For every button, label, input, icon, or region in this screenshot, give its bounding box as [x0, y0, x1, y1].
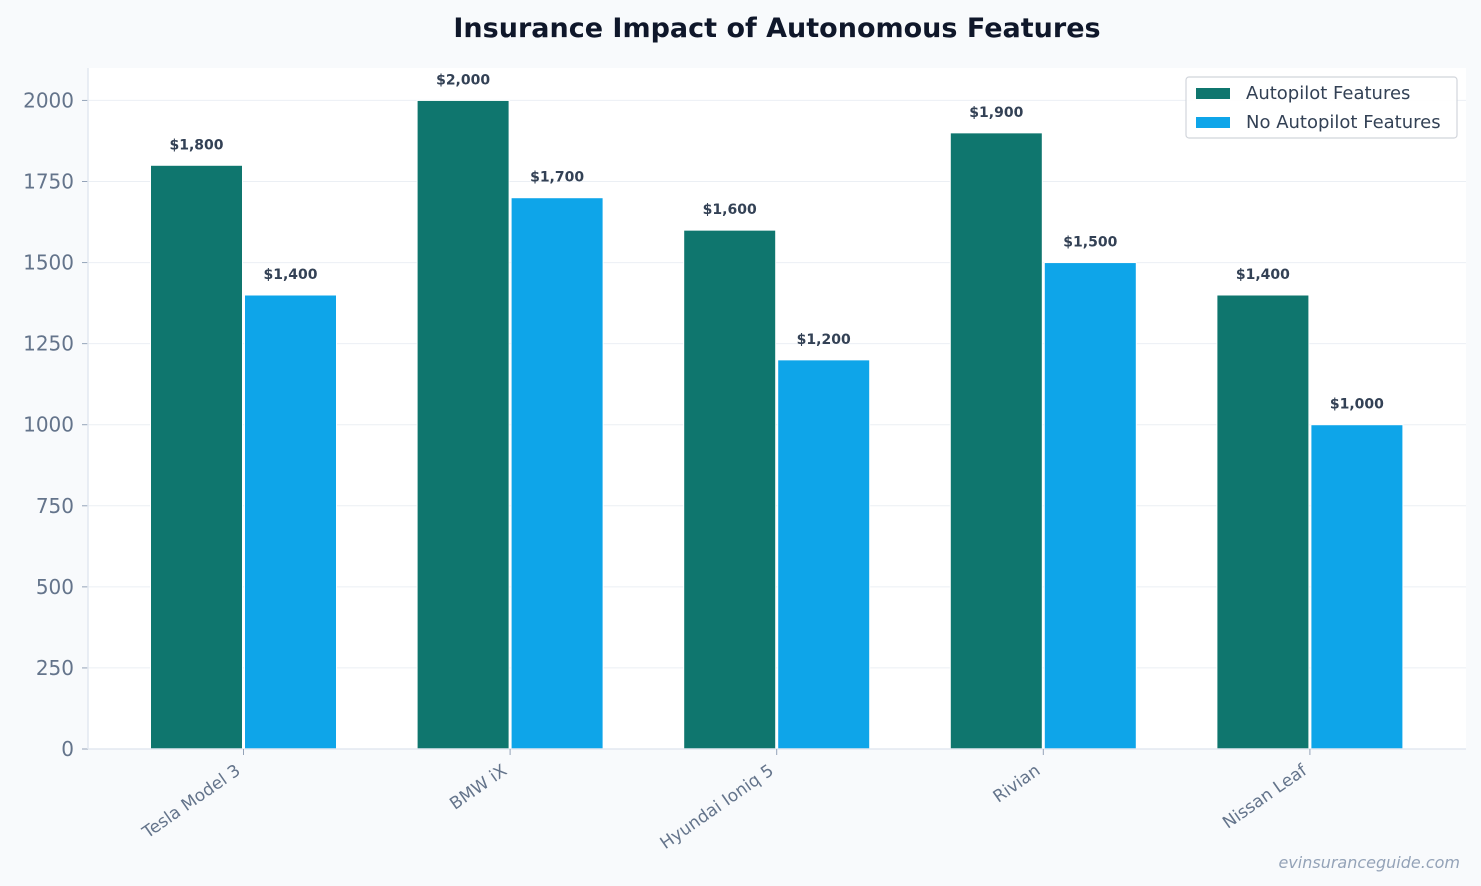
legend: Autopilot Features No Autopilot Features — [1185, 76, 1458, 139]
chart-title: Insurance Impact of Autonomous Features — [453, 13, 1100, 44]
bar-value-label: $2,000 — [436, 72, 490, 88]
bar-value-label: $1,700 — [530, 170, 584, 186]
bar-value-label: $1,600 — [703, 202, 757, 218]
bar-value-label: $1,500 — [1063, 235, 1117, 251]
bar-no-autopilot — [244, 294, 337, 750]
bar-value-label: $1,400 — [1236, 267, 1290, 283]
y-tick-label: 1500 — [23, 251, 74, 275]
bar-autopilot — [949, 132, 1043, 750]
bar-no-autopilot — [1310, 424, 1404, 750]
x-tick-label: Hyundai Ioniq 5 — [657, 761, 778, 854]
bar-value-label: $1,400 — [263, 267, 317, 283]
bar-value-label: $1,200 — [797, 332, 851, 348]
y-tick-label: 1250 — [23, 332, 74, 356]
y-tick-label: 2000 — [23, 88, 74, 112]
bar-autopilot — [1216, 294, 1310, 750]
y-tick-label: 750 — [36, 494, 74, 518]
x-tick-label: Nissan Leaf — [1219, 760, 1311, 833]
legend-label: Autopilot Features — [1246, 83, 1410, 104]
bar-autopilot — [683, 229, 777, 750]
bar-autopilot — [150, 164, 243, 750]
legend-swatch — [1196, 117, 1230, 128]
bar-value-label: $1,900 — [969, 105, 1023, 121]
watermark-text: evinsuranceguide.com — [1278, 853, 1460, 872]
y-tick-label: 500 — [36, 575, 74, 599]
value-labels: $1,800 $1,400 $2,000 $1,700 $1,600 $1,200 $1,9… — [169, 72, 1384, 412]
x-tick-label: Tesla Model 3 — [138, 761, 244, 844]
legend-box — [1185, 76, 1458, 139]
y-tick-label: 0 — [61, 737, 74, 761]
bar-no-autopilot — [777, 359, 871, 750]
y-tick-label: 250 — [36, 656, 74, 680]
y-tick-label: 1750 — [23, 170, 74, 194]
bar-value-label: $1,800 — [169, 137, 223, 153]
bar-autopilot — [416, 99, 510, 750]
x-tick-label: BMW iX — [446, 761, 511, 815]
bar-value-label: $1,000 — [1330, 397, 1384, 413]
bars-group — [150, 99, 1404, 750]
legend-swatch — [1196, 88, 1230, 99]
bar-no-autopilot — [510, 197, 604, 750]
legend-label: No Autopilot Features — [1246, 112, 1441, 133]
y-tick-label: 1000 — [23, 413, 74, 437]
x-tick-label: Rivian — [990, 761, 1044, 808]
bar-no-autopilot — [1043, 262, 1137, 750]
